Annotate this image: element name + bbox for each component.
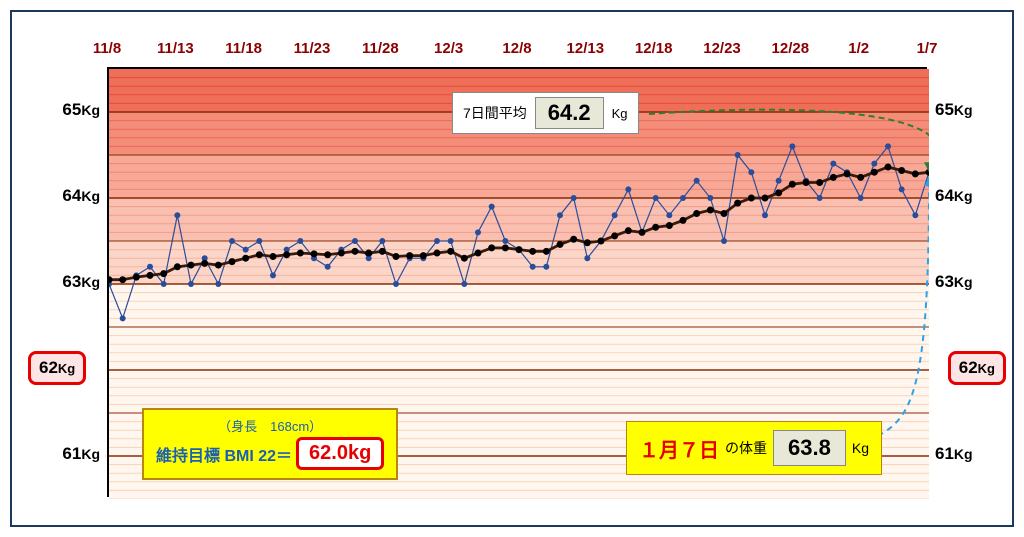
avg-value: 64.2 xyxy=(535,97,604,129)
x-axis-label: 1/7 xyxy=(917,40,938,57)
x-axis-label: 11/28 xyxy=(362,40,399,57)
weight-label: の体重 xyxy=(725,438,767,458)
y-axis-label: 61Kg xyxy=(62,444,100,464)
weight-date: １月７日 xyxy=(639,434,719,463)
x-axis-label: 1/2 xyxy=(848,40,869,57)
weight-unit: Kg xyxy=(852,440,869,456)
x-axis-label: 12/8 xyxy=(502,40,531,57)
y-axis-label: 63Kg xyxy=(935,272,973,292)
avg-unit: Kg xyxy=(612,106,628,121)
y-axis-label: 65Kg xyxy=(62,100,100,120)
avg-callout: 7日間平均 64.2 Kg xyxy=(452,92,639,134)
y-axis-label: 61Kg xyxy=(935,444,973,464)
x-axis-label: 11/23 xyxy=(294,40,331,57)
current-weight-box: １月７日 の体重 63.8 Kg xyxy=(626,421,882,475)
bmi-value: 62.0kg xyxy=(296,437,384,470)
y-axis-label: 63Kg xyxy=(62,272,100,292)
weight-chart: 7日間平均 64.2 Kg （身長 168cm） 維持目標 BMI 22＝ 62… xyxy=(10,10,1014,527)
x-axis-label: 11/8 xyxy=(93,40,121,57)
x-axis-label: 12/23 xyxy=(703,40,741,57)
x-axis-label: 12/18 xyxy=(635,40,673,57)
bmi-height: （身長 168cm） xyxy=(156,416,384,435)
bmi-main: 維持目標 BMI 22＝ 62.0kg xyxy=(156,437,384,470)
y-axis-label: 64Kg xyxy=(935,186,973,206)
x-axis-label: 12/13 xyxy=(567,40,605,57)
weight-value: 63.8 xyxy=(773,430,846,466)
bmi-label: 維持目標 BMI 22＝ xyxy=(156,442,292,466)
y-axis-label: 65Kg xyxy=(935,100,973,120)
y-axis-label: 64Kg xyxy=(62,186,100,206)
x-axis-label: 12/28 xyxy=(772,40,810,57)
target-weight-badge: 62Kg xyxy=(948,351,1006,385)
avg-label: 7日間平均 xyxy=(463,103,527,123)
x-axis-label: 11/18 xyxy=(225,40,262,57)
x-axis-label: 11/13 xyxy=(157,40,194,57)
target-weight-badge: 62Kg xyxy=(28,351,86,385)
x-axis-label: 12/3 xyxy=(434,40,463,57)
bmi-target-box: （身長 168cm） 維持目標 BMI 22＝ 62.0kg xyxy=(142,408,398,480)
